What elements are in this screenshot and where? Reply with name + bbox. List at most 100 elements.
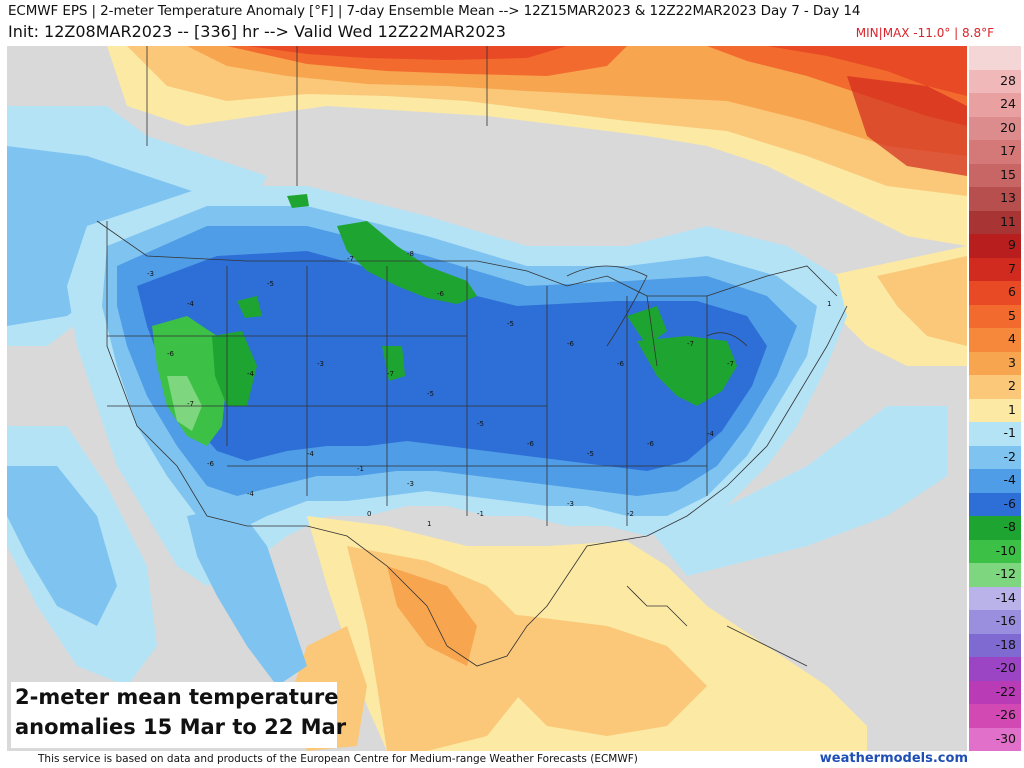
legend-row: 15 bbox=[969, 163, 1024, 187]
legend-label: -22 bbox=[995, 683, 1016, 699]
cold-pocket-nevada-core bbox=[167, 376, 202, 431]
legend-row: 5 bbox=[969, 304, 1024, 328]
svg-text:-4: -4 bbox=[187, 300, 195, 308]
us-canada-border bbox=[96, 220, 838, 297]
cold-region-baja bbox=[187, 506, 307, 686]
legend-label: 28 bbox=[1000, 72, 1016, 88]
legend-label: 2 bbox=[1008, 378, 1016, 393]
legend-swatch bbox=[969, 163, 1021, 187]
warm-region-labrador bbox=[847, 76, 967, 176]
legend-label: 6 bbox=[1008, 284, 1016, 299]
map-subtitle: Init: 12Z08MAR2023 -- [336] hr --> Valid… bbox=[8, 22, 506, 41]
cold-pocket-ohio bbox=[637, 336, 737, 406]
svg-text:-6: -6 bbox=[647, 440, 655, 448]
legend-swatch bbox=[969, 516, 1021, 540]
state-parallels bbox=[107, 335, 707, 467]
legend-swatch bbox=[969, 727, 1021, 751]
svg-text:-8: -8 bbox=[407, 250, 414, 258]
legend-label: -4 bbox=[1003, 472, 1016, 487]
legend-label: -6 bbox=[1003, 495, 1016, 511]
legend-row: -8 bbox=[969, 516, 1024, 540]
warm-region-north-3 bbox=[187, 46, 967, 156]
legend-swatch bbox=[969, 398, 1021, 422]
legend-row: -20 bbox=[969, 657, 1024, 681]
cold-pocket-utah bbox=[212, 331, 257, 406]
cold-region-pacific-2 bbox=[7, 466, 117, 626]
legend-row: 17 bbox=[969, 140, 1024, 164]
legend-swatch bbox=[969, 351, 1021, 375]
legend-row: 4 bbox=[969, 328, 1024, 352]
cold-pocket-nebraska bbox=[382, 346, 405, 381]
map-canvas: -3 -4 -5 -7 -8 -6 -5 -6 -6 -7 -7 -6 -7 -… bbox=[7, 46, 967, 751]
svg-text:0: 0 bbox=[367, 510, 371, 518]
svg-text:-6: -6 bbox=[207, 460, 215, 468]
legend-label: 13 bbox=[1000, 190, 1016, 205]
legend-row: -22 bbox=[969, 680, 1024, 704]
legend-label: -10 bbox=[995, 542, 1016, 558]
legend-swatch bbox=[969, 469, 1021, 493]
legend-row: 28 bbox=[969, 69, 1024, 93]
legend-row: 3 bbox=[969, 351, 1024, 375]
svg-text:-5: -5 bbox=[477, 420, 484, 428]
legend-swatch bbox=[969, 93, 1021, 117]
legend-swatch bbox=[969, 445, 1021, 469]
legend-swatch bbox=[969, 633, 1021, 657]
legend-label: 9 bbox=[1008, 237, 1016, 252]
legend-swatch bbox=[969, 492, 1021, 516]
legend-swatch bbox=[969, 140, 1021, 164]
legend-row: 2 bbox=[969, 375, 1024, 399]
map-title: ECMWF EPS | 2-meter Temperature Anomaly … bbox=[8, 3, 861, 19]
legend-label: -12 bbox=[995, 566, 1016, 581]
svg-text:-7: -7 bbox=[347, 255, 354, 263]
legend-label: 3 bbox=[1008, 354, 1016, 370]
legend-swatch bbox=[969, 210, 1021, 234]
svg-text:-3: -3 bbox=[147, 270, 154, 278]
legend-swatch bbox=[969, 116, 1021, 140]
footer: This service is based on data and produc… bbox=[0, 751, 1024, 768]
svg-text:-3: -3 bbox=[407, 480, 414, 488]
caption-line-1: 2-meter mean temperature bbox=[15, 685, 339, 709]
svg-text:-5: -5 bbox=[587, 450, 594, 458]
legend-row: -16 bbox=[969, 610, 1024, 634]
legend-swatch bbox=[969, 187, 1021, 211]
legend-swatch bbox=[969, 563, 1021, 587]
legend-label: -14 bbox=[995, 589, 1016, 605]
svg-text:-7: -7 bbox=[687, 340, 694, 348]
svg-text:-1: -1 bbox=[477, 510, 484, 518]
legend-label: -2 bbox=[1003, 448, 1016, 464]
legend-row: -4 bbox=[969, 469, 1024, 493]
legend-row: -18 bbox=[969, 633, 1024, 657]
legend-swatch bbox=[969, 281, 1021, 305]
svg-text:-3: -3 bbox=[317, 360, 324, 368]
legend-swatch bbox=[969, 234, 1021, 258]
legend-swatch bbox=[969, 46, 1021, 70]
legend-row: -1 bbox=[969, 422, 1024, 446]
cold-pocket-canada bbox=[287, 194, 309, 208]
legend-row: 7 bbox=[969, 257, 1024, 281]
min-max-readout: MIN|MAX -11.0° | 8.8°F bbox=[855, 26, 994, 40]
svg-text:1: 1 bbox=[427, 520, 431, 528]
legend-swatch bbox=[969, 586, 1021, 610]
svg-text:-5: -5 bbox=[267, 280, 274, 288]
legend-label: -18 bbox=[995, 636, 1016, 652]
legend-label: 4 bbox=[1008, 331, 1016, 346]
svg-text:-1: -1 bbox=[357, 465, 364, 473]
svg-text:-4: -4 bbox=[307, 450, 315, 458]
brand-link[interactable]: weathermodels.com bbox=[819, 751, 968, 766]
legend-swatch bbox=[969, 375, 1021, 399]
legend-label: 11 bbox=[1000, 213, 1016, 229]
svg-text:-7: -7 bbox=[387, 370, 394, 378]
legend-row: 24 bbox=[969, 93, 1024, 117]
legend-label: 24 bbox=[1000, 96, 1016, 111]
legend-row: -2 bbox=[969, 445, 1024, 469]
svg-text:-2: -2 bbox=[627, 510, 634, 518]
svg-text:-6: -6 bbox=[567, 340, 575, 348]
legend-swatch bbox=[969, 610, 1021, 634]
caption-line-2: anomalies 15 Mar to 22 Mar bbox=[15, 715, 347, 739]
color-legend: 28 24 20 17 15 13 11 9 7 6 5 4 3 2 1 -1 -2 -4 -6 -8 -10 -12 -1… bbox=[969, 46, 1024, 751]
legend-row: -10 bbox=[969, 539, 1024, 563]
svg-text:1: 1 bbox=[827, 300, 831, 308]
svg-text:-6: -6 bbox=[617, 360, 625, 368]
legend-row: -30 bbox=[969, 727, 1024, 751]
svg-text:-5: -5 bbox=[507, 320, 514, 328]
